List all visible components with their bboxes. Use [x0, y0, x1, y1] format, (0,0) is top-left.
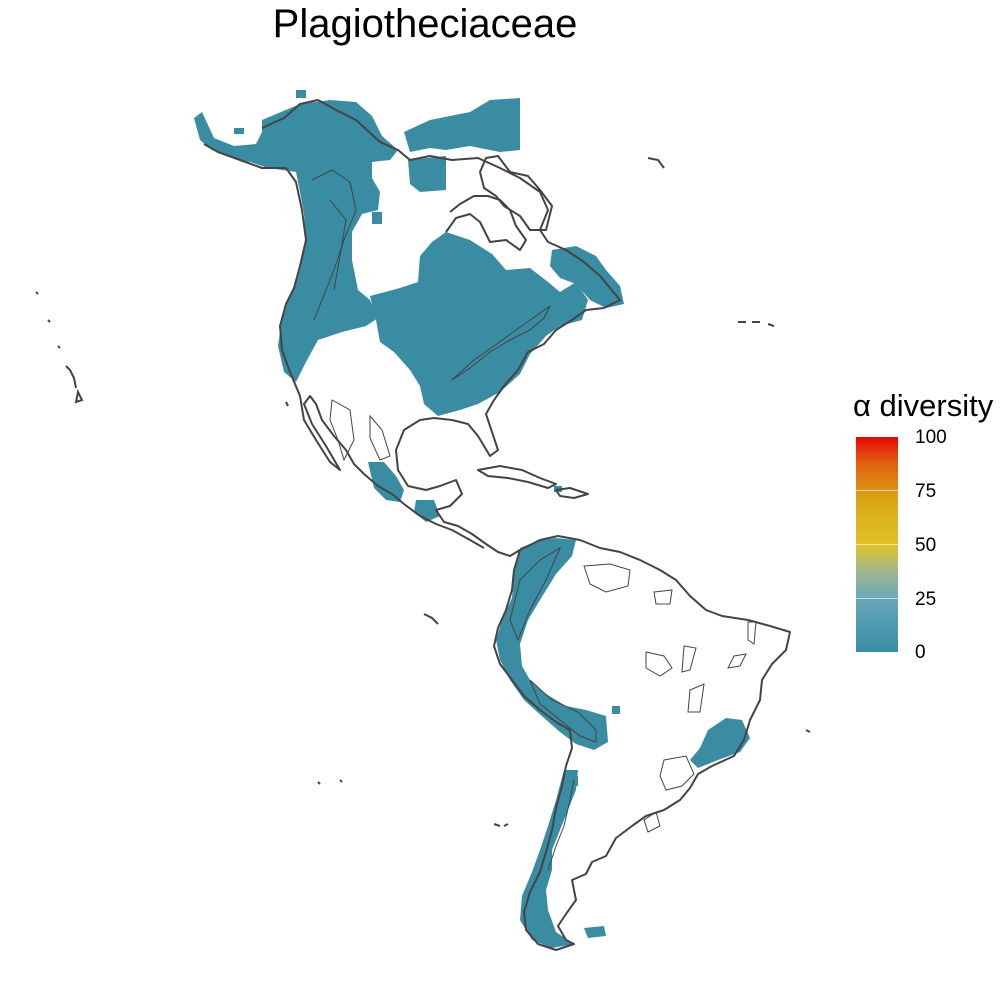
legend-tickmark — [856, 544, 898, 545]
legend-tickmark — [856, 598, 898, 599]
pacific-islands — [35, 291, 811, 827]
region-outlines — [311, 169, 757, 871]
legend-tick-label: 75 — [915, 481, 937, 502]
legend-tick-label: 0 — [915, 642, 926, 663]
legend-tick-label: 50 — [915, 535, 937, 556]
map-title: Plagiotheciaceae — [272, 2, 578, 46]
legend-tick-label: 25 — [915, 589, 937, 610]
legend-tickmark — [856, 490, 898, 491]
legend-title: α diversity — [853, 388, 994, 423]
diversity-raster — [194, 90, 750, 948]
legend-tick-label: 100 — [915, 427, 947, 448]
coastlines — [203, 99, 791, 951]
